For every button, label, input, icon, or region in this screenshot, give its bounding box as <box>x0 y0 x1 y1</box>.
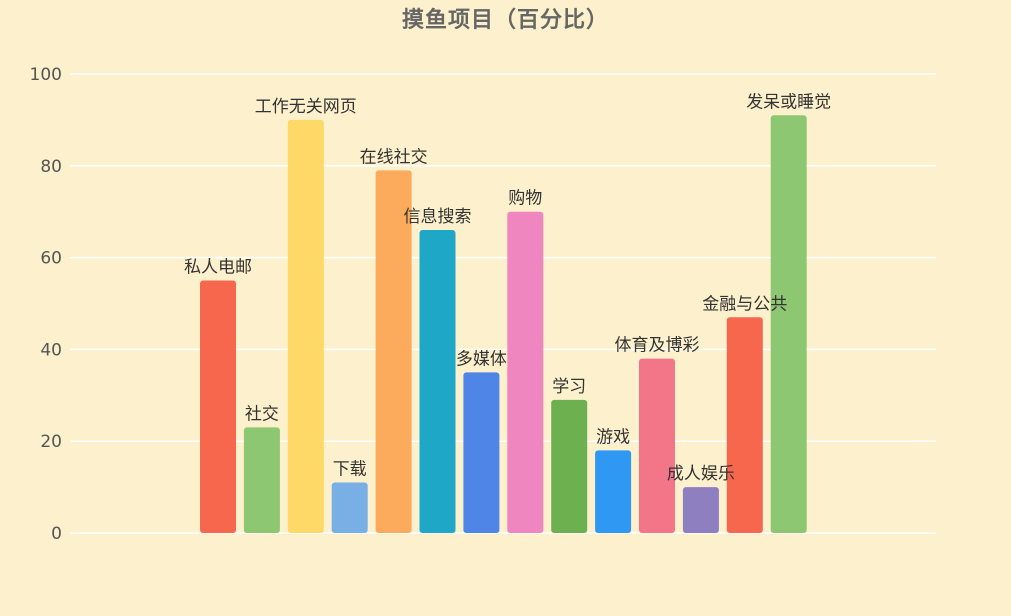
bar-5[interactable] <box>419 230 456 533</box>
chart-title: 摸鱼项目（百分比） <box>401 8 609 33</box>
y-tick-label: 100 <box>30 65 62 85</box>
bar-label: 体育及博彩 <box>615 336 700 356</box>
y-tick-label: 80 <box>40 157 62 177</box>
bar-label: 金融与公共 <box>702 294 787 314</box>
bar-label: 购物 <box>508 189 542 209</box>
bar-label: 成人娱乐 <box>667 464 735 484</box>
bar-9[interactable] <box>595 450 632 533</box>
bar-6[interactable] <box>463 372 500 533</box>
y-tick-label: 20 <box>40 432 62 452</box>
bar-4[interactable] <box>375 170 412 533</box>
bar-10[interactable] <box>639 358 675 533</box>
bar-12[interactable] <box>726 317 763 533</box>
bar-13[interactable] <box>770 115 807 533</box>
bars <box>200 115 807 534</box>
bar-label: 多媒体 <box>456 349 507 369</box>
bar-label: 学习 <box>552 377 586 397</box>
y-tick-label: 40 <box>40 340 62 360</box>
bar-7[interactable] <box>507 211 544 533</box>
bar-label: 发呆或睡觉 <box>746 92 831 112</box>
y-tick-label: 0 <box>51 524 62 544</box>
bar-label: 信息搜索 <box>404 207 472 227</box>
bar-0[interactable] <box>200 280 236 533</box>
bar-label: 工作无关网页 <box>255 97 357 117</box>
y-axis-ticks: 0 20 40 60 80 100 <box>30 65 62 544</box>
bar-3[interactable] <box>331 482 368 533</box>
bar-label: 在线社交 <box>360 147 428 167</box>
y-tick-label: 60 <box>40 249 62 269</box>
bar-11[interactable] <box>682 487 719 533</box>
bar-label: 下载 <box>333 460 367 480</box>
bar-label: 社交 <box>245 404 279 424</box>
bar-1[interactable] <box>243 427 280 533</box>
bar-label: 私人电邮 <box>184 258 252 278</box>
bar-8[interactable] <box>551 399 588 533</box>
bar-2[interactable] <box>287 119 324 534</box>
bar-label: 游戏 <box>596 427 630 447</box>
